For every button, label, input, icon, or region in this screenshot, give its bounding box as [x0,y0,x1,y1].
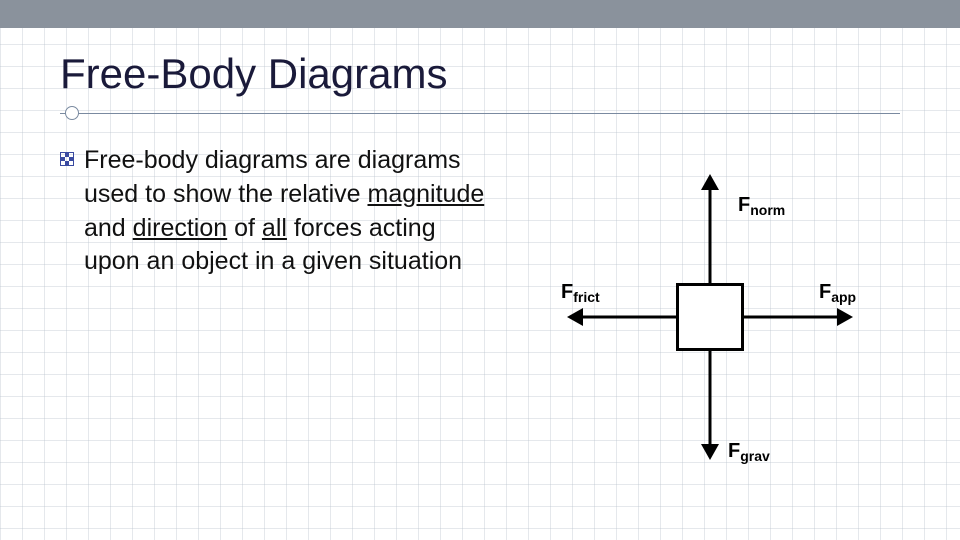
text-column: Free-body diagrams are diagrams used to … [60,144,490,279]
content-row: Free-body diagrams are diagrams used to … [60,144,900,504]
force-label-down: Fgrav [728,440,770,464]
bullet-text: Free-body diagrams are diagrams used to … [84,144,490,279]
fbd-box [676,283,744,351]
arrow-left [581,315,676,318]
title-rule-dot-icon [65,106,79,120]
force-label-up: Fnorm [738,194,785,218]
bullet-underline-all: all [262,214,287,242]
force-label-left: Ffrict [561,281,600,305]
title-rule-line [60,113,900,114]
force-label-right: Fapp [819,281,856,305]
arrow-up [709,188,712,283]
arrowhead-up-icon [701,174,719,190]
arrow-down [709,351,712,446]
arrowhead-down-icon [701,444,719,460]
title-rule [60,106,900,120]
arrow-right [744,315,839,318]
diamond-bullet-icon [60,152,74,166]
bullet-underline-direction: direction [133,214,228,242]
bullet-underline-magnitude: magnitude [368,180,485,208]
bullet-item: Free-body diagrams are diagrams used to … [60,144,490,279]
free-body-diagram: Fnorm Fgrav Ffrict Fapp [500,147,920,487]
bullet-text-seg: and [84,214,133,242]
slide-title: Free-Body Diagrams [60,50,900,98]
arrowhead-left-icon [567,308,583,326]
bullet-text-seg: of [227,214,262,242]
slide-content: Free-Body Diagrams Free-body diagrams ar… [0,0,960,540]
diagram-column: Fnorm Fgrav Ffrict Fapp [520,144,900,504]
arrowhead-right-icon [837,308,853,326]
